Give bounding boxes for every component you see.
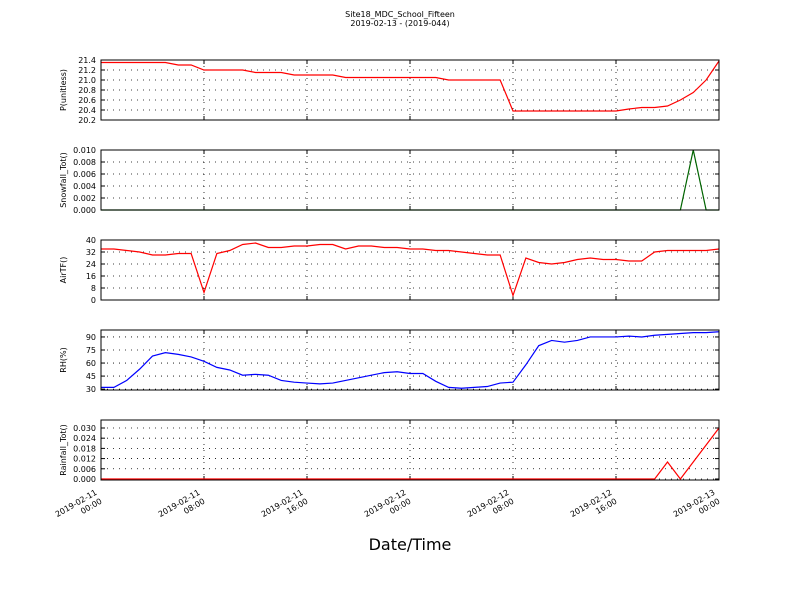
axes-frame — [100, 59, 720, 121]
y-tick-label: 30 — [86, 385, 96, 394]
y-tick-label: 21.2 — [78, 66, 96, 75]
y-tick-label: 60 — [86, 359, 96, 368]
y-tick-label: 0.004 — [73, 182, 96, 191]
x-tick-label: 2019-02-1216:00 — [569, 488, 619, 528]
y-tick-label: 90 — [86, 333, 96, 342]
y-axis-label: P(unitless) — [59, 69, 68, 111]
y-tick-label: 20.2 — [78, 116, 96, 125]
axes-frame — [100, 419, 720, 481]
y-tick-label: 16 — [86, 272, 96, 281]
y-tick-label: 20.8 — [78, 86, 96, 95]
y-tick-label: 0.002 — [73, 194, 96, 203]
y-tick-label: 24 — [86, 260, 96, 269]
axes-frame — [100, 149, 720, 211]
y-tick-label: 21.0 — [78, 76, 96, 85]
x-tick-label: 2019-02-1108:00 — [157, 488, 207, 528]
x-tick-label: 2019-02-1300:00 — [672, 488, 722, 528]
chart-title: Site18_MDC_School_Fifteen — [345, 10, 455, 19]
y-tick-label: 0.024 — [73, 434, 96, 443]
data-line — [101, 60, 720, 112]
y-tick-label: 0.030 — [73, 424, 96, 433]
y-tick-label: 21.4 — [78, 56, 96, 65]
y-tick-label: 0.018 — [73, 444, 96, 453]
data-line — [101, 427, 720, 480]
axes-frame — [100, 329, 720, 391]
data-line — [101, 331, 720, 389]
y-tick-label: 0.010 — [73, 146, 96, 155]
x-tick-label: 2019-02-1200:00 — [363, 488, 413, 528]
x-tick-label: 2019-02-1116:00 — [260, 488, 310, 528]
y-tick-label: 8 — [91, 284, 96, 293]
axes-frame — [100, 239, 720, 301]
y-tick-label: 0.008 — [73, 158, 96, 167]
x-tick-label: 2019-02-1208:00 — [466, 488, 516, 528]
y-tick-label: 0 — [91, 296, 96, 305]
y-tick-label: 32 — [86, 248, 96, 257]
y-tick-label: 20.6 — [78, 96, 96, 105]
y-tick-label: 0.000 — [73, 475, 96, 484]
y-tick-label: 0.006 — [73, 465, 96, 474]
x-axis-label: Date/Time — [369, 535, 452, 554]
y-tick-label: 75 — [86, 346, 96, 355]
y-tick-label: 0.012 — [73, 455, 96, 464]
y-axis-label: AirTF() — [59, 257, 68, 284]
y-tick-label: 0.006 — [73, 170, 96, 179]
y-tick-label: 20.4 — [78, 106, 96, 115]
y-tick-label: 45 — [86, 372, 96, 381]
y-axis-label: RH(%) — [59, 347, 68, 372]
y-tick-label: 0.000 — [73, 206, 96, 215]
chart-subtitle: 2019-02-13 - (2019-044) — [350, 19, 449, 28]
data-line — [101, 242, 720, 298]
y-axis-label: Snowfall_Tot() — [59, 152, 68, 208]
y-axis-label: Rainfall_Tot() — [59, 424, 68, 476]
y-tick-label: 40 — [86, 236, 96, 245]
x-tick-label: 2019-02-1100:00 — [54, 488, 104, 528]
